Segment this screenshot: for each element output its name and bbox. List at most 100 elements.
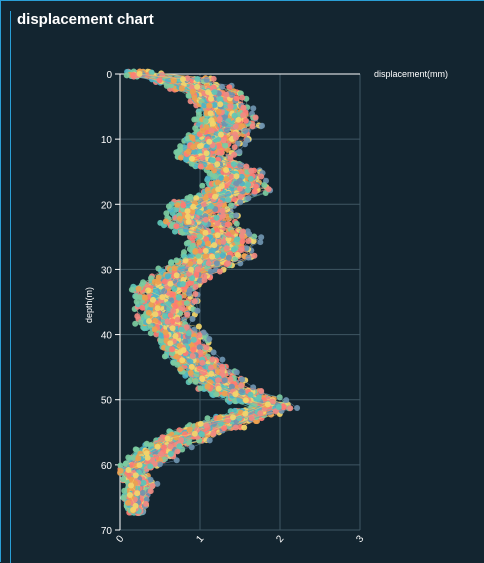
data-point bbox=[194, 266, 201, 273]
data-point bbox=[193, 272, 200, 278]
data-point bbox=[234, 236, 241, 243]
data-point bbox=[203, 76, 210, 83]
data-point bbox=[194, 83, 201, 90]
data-point bbox=[238, 232, 245, 239]
data-point bbox=[224, 146, 231, 153]
data-point bbox=[149, 482, 156, 489]
x-tick-label: 0 bbox=[114, 533, 126, 545]
data-point bbox=[130, 506, 137, 513]
data-point bbox=[140, 479, 147, 486]
data-point bbox=[199, 154, 206, 161]
data-point bbox=[193, 116, 200, 123]
data-point bbox=[176, 215, 183, 222]
data-point bbox=[218, 175, 225, 182]
data-point bbox=[247, 175, 254, 182]
data-point bbox=[250, 105, 257, 112]
data-point bbox=[227, 103, 234, 110]
panel-accent-line bbox=[10, 11, 11, 563]
data-point bbox=[206, 102, 213, 109]
data-point bbox=[184, 208, 191, 215]
data-point bbox=[180, 202, 187, 209]
data-point bbox=[149, 457, 156, 463]
data-point bbox=[241, 424, 248, 431]
data-point bbox=[185, 148, 192, 155]
data-point bbox=[190, 203, 197, 210]
data-point bbox=[216, 268, 223, 275]
data-point bbox=[190, 346, 197, 353]
data-point bbox=[196, 239, 203, 246]
data-point bbox=[162, 218, 169, 225]
data-point bbox=[240, 112, 247, 119]
data-point bbox=[203, 150, 210, 157]
data-point bbox=[151, 326, 158, 333]
data-point bbox=[117, 462, 124, 469]
data-point bbox=[217, 96, 224, 103]
data-point bbox=[184, 213, 191, 220]
data-point bbox=[169, 291, 176, 298]
labels: displacement(mm) depth(m) bbox=[84, 69, 448, 323]
data-point bbox=[206, 170, 213, 177]
data-point bbox=[208, 203, 215, 210]
y-axis-title: depth(m) bbox=[84, 287, 94, 323]
data-point bbox=[188, 279, 194, 286]
y-tick-label: 60 bbox=[101, 461, 113, 472]
data-point bbox=[132, 472, 139, 479]
data-point bbox=[233, 220, 240, 227]
data-point bbox=[173, 457, 180, 464]
data-point bbox=[207, 379, 214, 386]
data-point bbox=[250, 384, 257, 391]
data-point bbox=[209, 253, 216, 260]
data-point bbox=[158, 332, 165, 339]
data-point bbox=[162, 278, 168, 285]
data-point bbox=[210, 75, 217, 82]
data-point bbox=[138, 319, 145, 326]
data-point bbox=[133, 446, 140, 453]
data-point bbox=[206, 437, 213, 444]
data-point bbox=[199, 375, 206, 382]
x-axis-title: displacement(mm) bbox=[374, 69, 448, 79]
data-point bbox=[248, 415, 255, 421]
data-point bbox=[136, 70, 143, 77]
data-point bbox=[199, 182, 206, 189]
data-point bbox=[147, 488, 154, 495]
data-point bbox=[192, 283, 199, 290]
data-point bbox=[245, 238, 252, 244]
data-point bbox=[160, 444, 167, 451]
data-point bbox=[261, 182, 268, 189]
data-point bbox=[194, 307, 201, 314]
data-point bbox=[242, 127, 249, 134]
data-point bbox=[164, 273, 171, 280]
data-point bbox=[196, 233, 203, 240]
data-point bbox=[229, 92, 236, 99]
data-point bbox=[252, 183, 259, 190]
data-point bbox=[184, 75, 191, 82]
data-point bbox=[179, 281, 186, 287]
data-point bbox=[187, 369, 194, 376]
data-point bbox=[225, 118, 232, 125]
data-point bbox=[188, 363, 195, 370]
data-point bbox=[242, 117, 249, 124]
data-point bbox=[125, 467, 132, 473]
data-point bbox=[204, 175, 211, 182]
data-point bbox=[239, 376, 246, 383]
data-point bbox=[280, 404, 287, 411]
data-point bbox=[206, 138, 213, 145]
data-point bbox=[233, 180, 240, 187]
data-point bbox=[207, 110, 214, 117]
data-point bbox=[211, 242, 218, 249]
data-point bbox=[121, 487, 128, 494]
data-point bbox=[287, 405, 294, 412]
data-point bbox=[142, 294, 148, 301]
data-point bbox=[187, 260, 194, 267]
data-point bbox=[167, 340, 174, 347]
data-point bbox=[177, 349, 184, 356]
data-point bbox=[228, 383, 235, 390]
data-point bbox=[130, 454, 137, 461]
data-point bbox=[213, 260, 220, 267]
data-point bbox=[197, 163, 204, 170]
data-point bbox=[232, 391, 239, 398]
data-point bbox=[197, 420, 204, 427]
data-point bbox=[185, 330, 192, 337]
data-point bbox=[145, 309, 152, 316]
